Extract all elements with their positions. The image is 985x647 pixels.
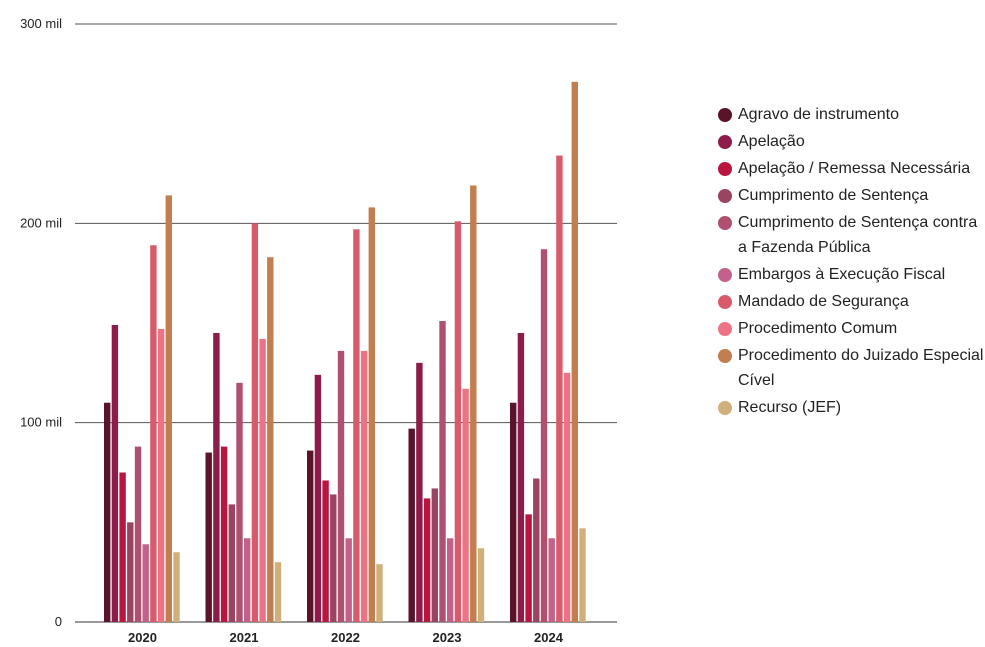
legend-item: Embargos à Execução Fiscal	[718, 262, 985, 287]
bar	[470, 185, 477, 622]
bar	[307, 450, 314, 622]
legend-label: Cumprimento de Sentença contra a Fazenda…	[738, 214, 978, 256]
legend-swatch	[718, 108, 732, 122]
legend-label: Cumprimento de Sentença	[738, 187, 929, 204]
bar	[353, 229, 360, 622]
bar	[157, 328, 165, 622]
bar	[517, 332, 525, 622]
x-tick-label: 2020	[128, 630, 157, 645]
bar	[220, 446, 228, 622]
legend: Agravo de instrumento Apelação Apelação / …	[718, 102, 985, 422]
legend-label: Mandado de Segurança	[738, 293, 909, 310]
bar	[205, 452, 212, 622]
legend-swatch	[718, 268, 732, 282]
bar	[447, 538, 454, 622]
legend-label: Procedimento do Juizado Especial Cível	[738, 347, 984, 389]
bar	[548, 538, 555, 622]
legend-item: Agravo de instrumento	[718, 102, 985, 127]
legend-swatch	[718, 349, 732, 363]
x-tick-label: 2023	[433, 630, 462, 645]
bar	[104, 402, 111, 622]
bar	[423, 498, 431, 622]
bar	[142, 544, 149, 622]
bar	[416, 362, 423, 622]
bar	[439, 321, 446, 622]
bar	[330, 494, 337, 622]
y-axis-ticks: 0 100 mil 200 mil 300 mil	[20, 16, 62, 629]
x-tick-label: 2022	[331, 630, 360, 645]
bar	[360, 350, 368, 622]
bar	[251, 223, 259, 623]
bar	[533, 478, 540, 622]
bar	[119, 472, 126, 622]
bar	[314, 374, 322, 622]
y-tick-label: 0	[55, 614, 62, 629]
bar	[274, 562, 282, 622]
legend-label: Embargos à Execução Fiscal	[738, 266, 946, 283]
legend-item: Recurso (JEF)	[718, 395, 985, 420]
x-tick-label: 2024	[534, 630, 564, 645]
bar	[563, 372, 571, 622]
legend-swatch	[718, 322, 732, 336]
bar	[431, 488, 438, 622]
legend-swatch	[718, 216, 732, 230]
legend-label: Agravo de instrumento	[738, 106, 899, 123]
bar	[322, 480, 329, 622]
legend-item: Procedimento Comum	[718, 316, 985, 341]
bar	[244, 538, 251, 622]
bar	[134, 446, 142, 622]
bar	[477, 548, 485, 622]
bar	[510, 402, 517, 622]
bar	[173, 552, 180, 622]
bar	[368, 207, 375, 623]
legend-swatch	[718, 135, 732, 149]
bar	[150, 245, 157, 622]
bar	[228, 504, 235, 622]
bar	[540, 249, 548, 622]
y-tick-label: 200 mil	[20, 215, 62, 230]
x-tick-label: 2021	[230, 630, 259, 645]
y-tick-label: 100 mil	[20, 415, 62, 430]
legend-swatch	[718, 401, 732, 415]
legend-label: Procedimento Comum	[738, 320, 898, 337]
bar	[259, 338, 266, 622]
bar	[165, 195, 172, 622]
legend-swatch	[718, 162, 732, 176]
bar	[579, 528, 586, 622]
legend-item: Apelação / Remessa Necessária	[718, 156, 985, 181]
bar	[376, 564, 383, 622]
legend-item: Procedimento do Juizado Especial Cível	[718, 343, 985, 393]
bar	[408, 428, 415, 622]
bar	[462, 388, 469, 622]
bar	[571, 81, 578, 623]
legend-label: Apelação	[738, 133, 805, 150]
bar	[127, 522, 134, 622]
legend-label: Apelação / Remessa Necessária	[738, 160, 971, 177]
bar	[454, 221, 462, 622]
legend-label: Recurso (JEF)	[738, 399, 842, 416]
legend-item: Cumprimento de Sentença	[718, 183, 985, 208]
x-axis-ticks: 2020 2021 2022 2023 2024	[128, 630, 564, 645]
bar	[525, 514, 532, 622]
legend-item: Cumprimento de Sentença contra a Fazenda…	[718, 210, 985, 260]
bar	[337, 350, 345, 622]
legend-swatch	[718, 189, 732, 203]
y-tick-label: 300 mil	[20, 16, 62, 31]
legend-item: Apelação	[718, 129, 985, 154]
bar	[111, 324, 119, 622]
bars	[104, 81, 586, 623]
bar	[213, 332, 220, 622]
bar	[267, 257, 274, 622]
bar	[236, 382, 243, 622]
bar	[345, 538, 352, 622]
bar	[556, 155, 563, 622]
legend-item: Mandado de Segurança	[718, 289, 985, 314]
legend-swatch	[718, 295, 732, 309]
